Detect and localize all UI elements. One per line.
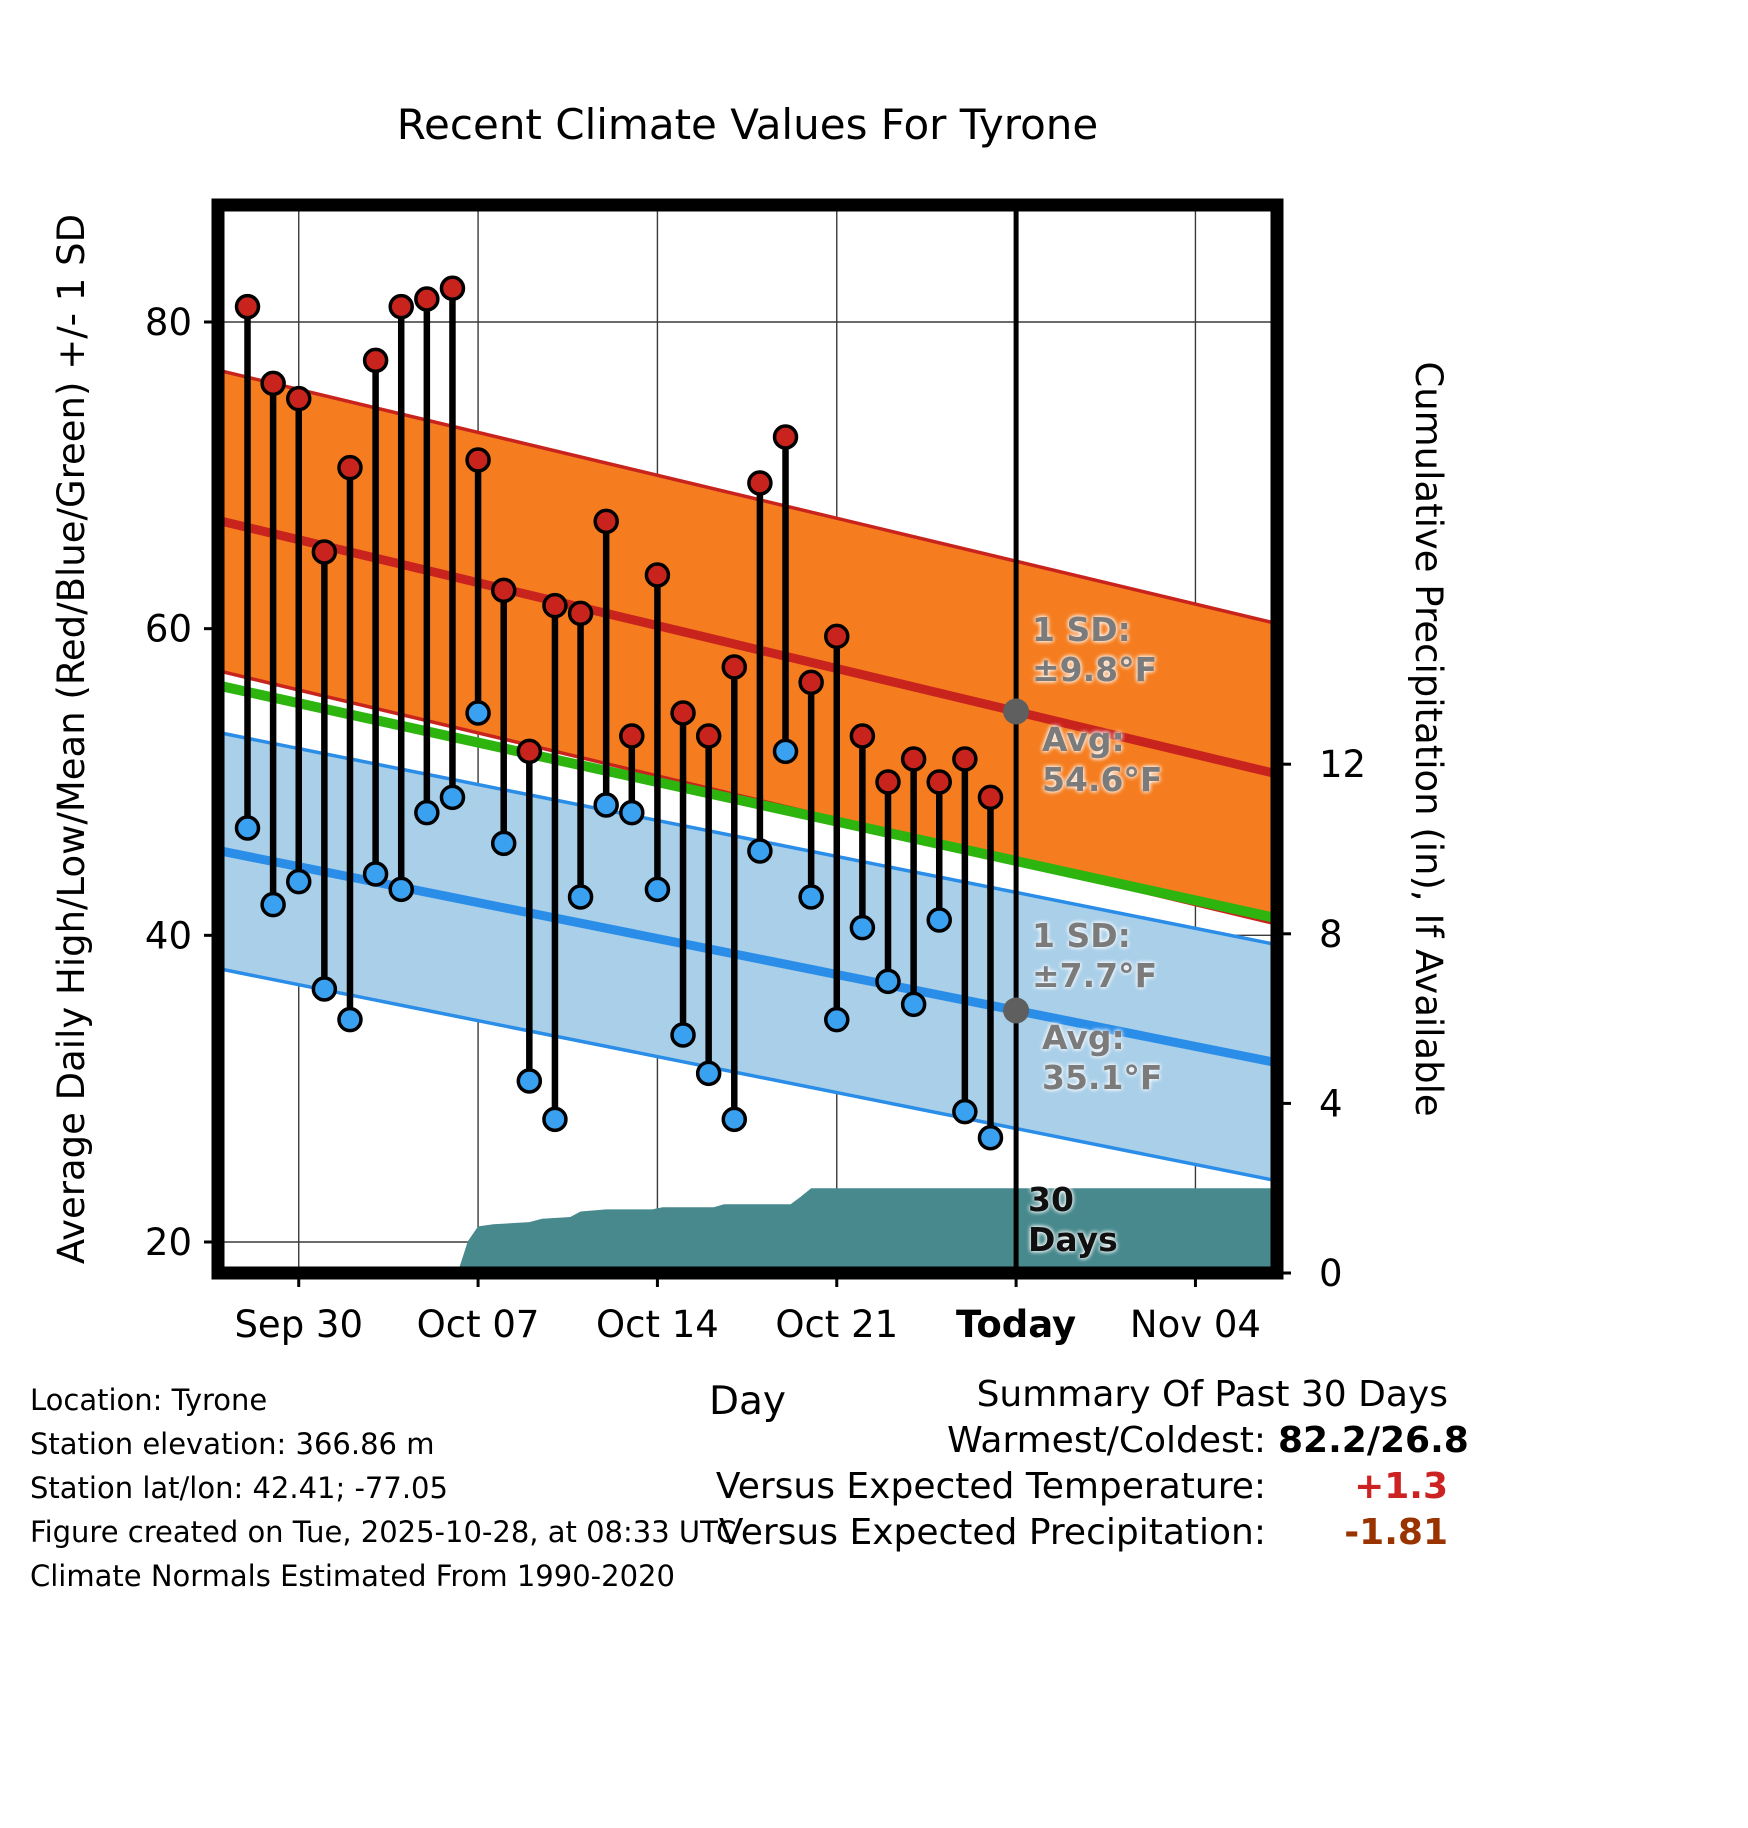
low-avg-annotation: Avg: 35.1°F <box>1042 1018 1163 1097</box>
summary-value-2: -1.81 <box>1344 1512 1448 1553</box>
svg-text:Day: Day <box>709 1379 786 1424</box>
high-avg-annotation: Avg: 54.6°F <box>1042 720 1163 799</box>
svg-text:Nov 04: Nov 04 <box>1130 1303 1261 1346</box>
high-sd-annotation: 1 SD: ±9.8°F <box>1032 610 1158 689</box>
summary-value-0: 82.2/26.8 <box>1278 1420 1469 1461</box>
svg-text:Average Daily High/Low/Mean (R: Average Daily High/Low/Mean (Red/Blue/Gr… <box>50 214 93 1264</box>
plot-frame <box>211 198 1284 1280</box>
summary-label-1: Versus Expected Temperature: <box>715 1466 1266 1507</box>
summary-heading: Summary Of Past 30 Days <box>976 1374 1448 1415</box>
svg-text:60: 60 <box>145 608 192 651</box>
avg-markers <box>1003 698 1030 1024</box>
svg-text:Cumulative Precipitation (in),: Cumulative Precipitation (in), If Availa… <box>1407 361 1450 1116</box>
station-location: Location: Tyrone <box>30 1383 268 1417</box>
period-annotation: 30 Days <box>1028 1180 1118 1259</box>
summary-value-1: +1.3 <box>1354 1466 1448 1507</box>
axis-labels: 20 40 60 80 0 4 8 12 Sep 30 Oct 07 Oct 14 Oct 21 Tod… <box>50 214 1450 1424</box>
svg-text:80: 80 <box>145 301 192 344</box>
svg-text:0: 0 <box>1319 1252 1343 1295</box>
svg-text:4: 4 <box>1319 1082 1343 1125</box>
precip-area <box>457 1188 1278 1273</box>
svg-text:Today: Today <box>956 1303 1076 1346</box>
svg-text:Oct 14: Oct 14 <box>596 1303 719 1346</box>
svg-text:40: 40 <box>145 914 192 957</box>
daily-stems <box>244 288 994 1138</box>
svg-text:20: 20 <box>145 1221 192 1264</box>
svg-text:8: 8 <box>1319 913 1343 956</box>
daily-dots <box>234 275 1004 1151</box>
page-title: Recent Climate Values For Tyrone <box>396 100 1099 149</box>
station-elevation: Station elevation: 366.86 m <box>30 1427 435 1461</box>
figure-created: Figure created on Tue, 2025-10-28, at 08… <box>30 1515 737 1549</box>
summary-label-2: Versus Expected Precipitation: <box>718 1512 1266 1553</box>
climate-normals-note: Climate Normals Estimated From 1990-2020 <box>30 1559 675 1593</box>
station-info: Location: Tyrone Station elevation: 366.… <box>30 1378 736 1598</box>
svg-text:12: 12 <box>1319 743 1366 786</box>
svg-text:Oct 07: Oct 07 <box>417 1303 540 1346</box>
svg-text:Oct 21: Oct 21 <box>775 1303 898 1346</box>
svg-text:Sep 30: Sep 30 <box>234 1303 363 1346</box>
station-latlon: Station lat/lon: 42.41; -77.05 <box>30 1471 448 1505</box>
low-sd-annotation: 1 SD: ±7.7°F <box>1032 916 1158 995</box>
summary-panel: Summary Of Past 30 Days Warmest/Coldest:… <box>715 1372 1469 1556</box>
summary-label-0: Warmest/Coldest: <box>947 1420 1266 1461</box>
